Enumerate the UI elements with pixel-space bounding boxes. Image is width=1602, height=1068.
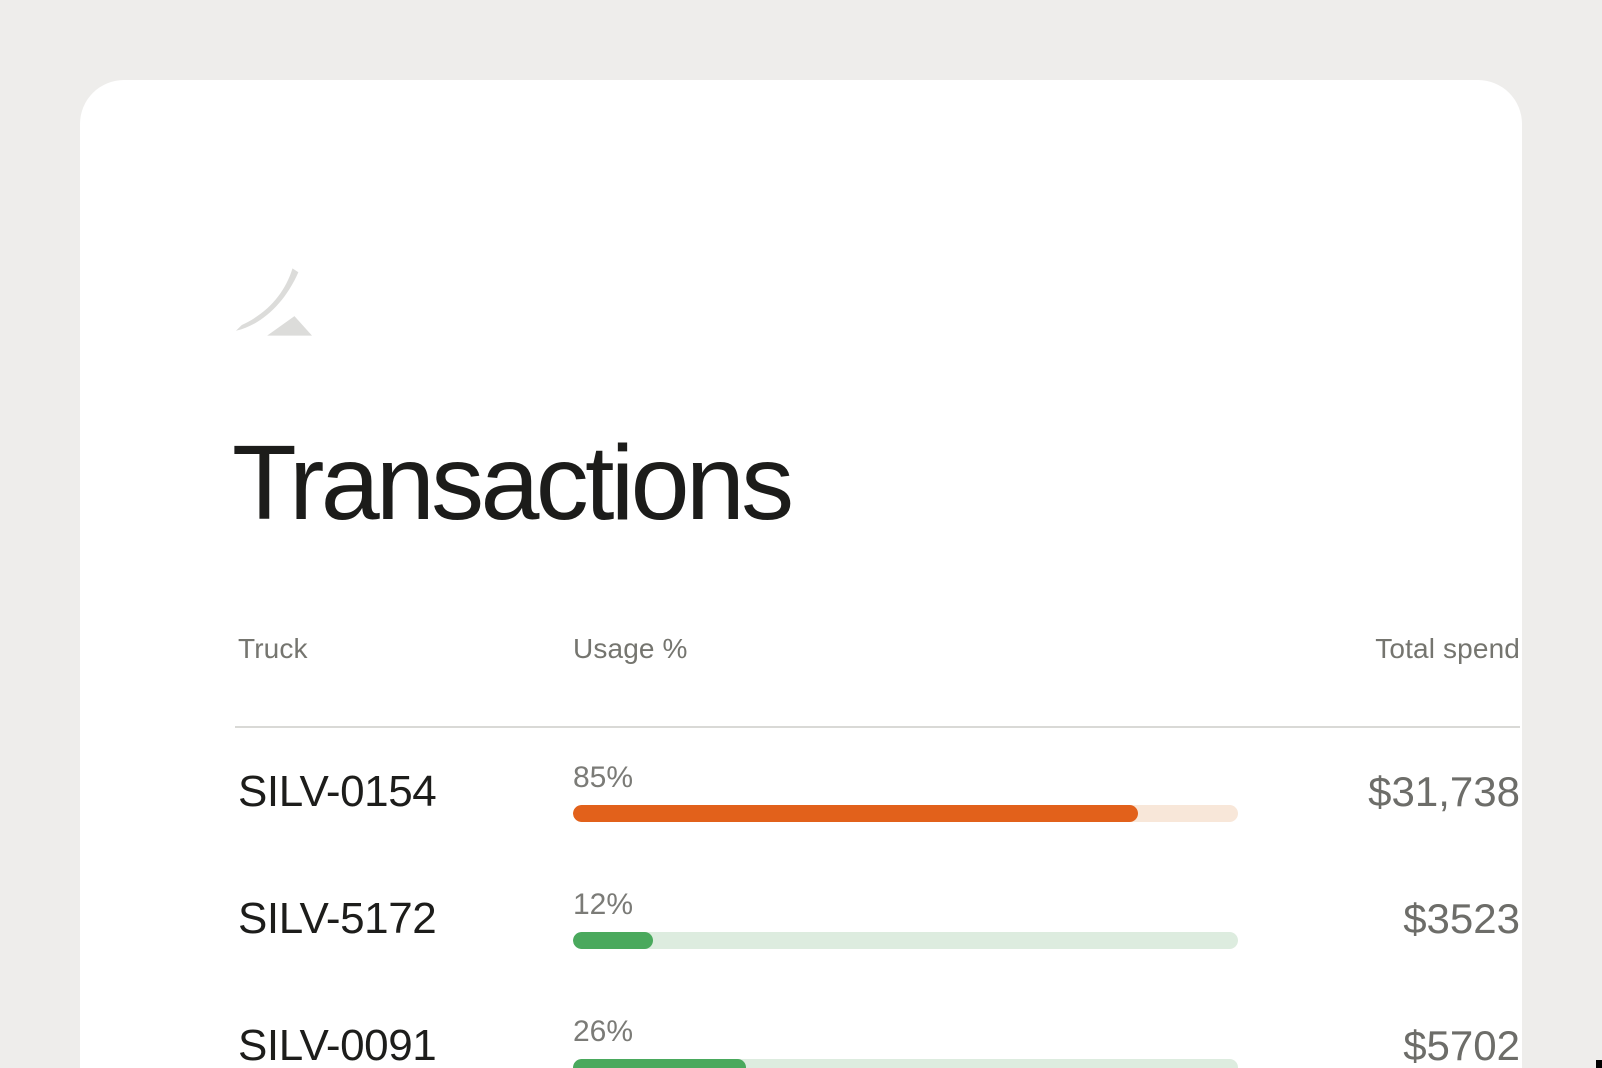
usage-bar-fill	[573, 1059, 746, 1068]
usage-bar-fill	[573, 932, 653, 950]
usage-percent-label: 12%	[573, 887, 634, 921]
total-spend-value: $5702	[1403, 1021, 1520, 1068]
transactions-card: Transactions Truck Usage % Total spend S…	[80, 80, 1522, 1068]
total-spend-value: $31,738	[1368, 767, 1520, 815]
usage-bar-track	[573, 1059, 1238, 1068]
header-divider	[235, 726, 1520, 728]
page-title: Transactions	[232, 424, 794, 542]
truck-id: SILV-0154	[238, 766, 437, 816]
corner-artifact	[1596, 1060, 1602, 1068]
usage-cell: 12%	[573, 888, 1238, 950]
column-header-usage: Usage %	[573, 633, 688, 664]
brand-swoosh-logo	[234, 266, 312, 340]
usage-bar-track	[573, 805, 1238, 823]
table-body: SILV-0154 85% $31,738 SILV-5172 12%	[238, 728, 1520, 1068]
usage-bar-track	[573, 932, 1238, 950]
column-header-total-spend: Total spend	[1375, 633, 1520, 664]
usage-percent-label: 85%	[573, 760, 634, 794]
total-spend-value: $3523	[1403, 894, 1520, 942]
table-row[interactable]: SILV-5172 12% $3523	[238, 855, 1520, 982]
column-header-truck: Truck	[238, 633, 308, 664]
table-row[interactable]: SILV-0091 26% $5702	[238, 982, 1520, 1068]
usage-bar-fill	[573, 805, 1139, 823]
swoosh-icon	[235, 268, 312, 336]
table-header-row: Truck Usage % Total spend	[238, 633, 1520, 665]
usage-percent-label: 26%	[573, 1014, 634, 1048]
truck-id: SILV-5172	[238, 893, 437, 943]
truck-id: SILV-0091	[238, 1020, 437, 1068]
usage-cell: 85%	[573, 761, 1238, 823]
usage-cell: 26%	[573, 1015, 1238, 1068]
table-row[interactable]: SILV-0154 85% $31,738	[238, 728, 1520, 855]
